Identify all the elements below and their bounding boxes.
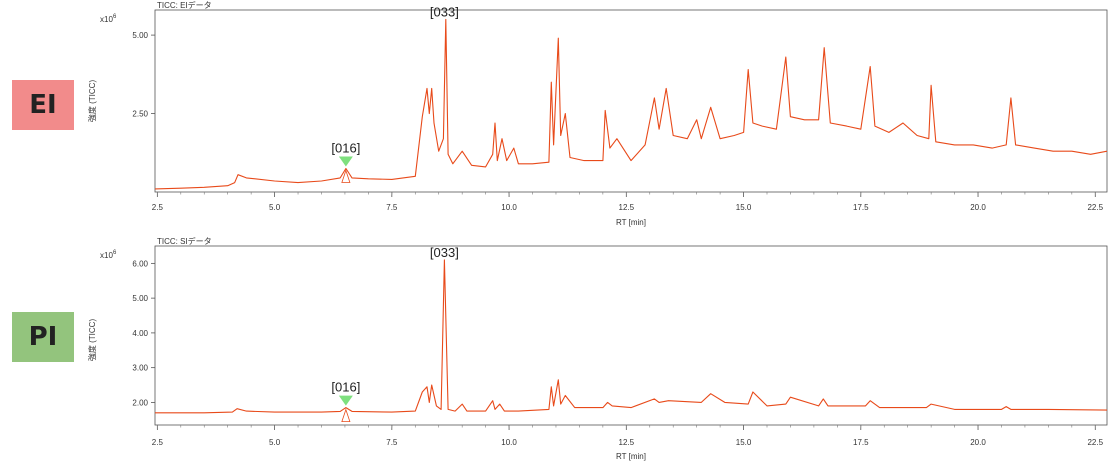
pi-badge: PI [12, 312, 74, 362]
chart2-annotation: [016] [331, 380, 360, 395]
chart2-xtick-label: 5.0 [269, 438, 281, 447]
chart2-xtick-label: 17.5 [853, 438, 869, 447]
chart1-xtick-label: 2.5 [152, 203, 164, 212]
chart1-annotation: [016] [331, 140, 360, 155]
chart1-y-multiplier: x10 [100, 15, 113, 24]
chart1-xtick-label: 5.0 [269, 203, 281, 212]
chart1-ylabel: 強度 (TICC) [87, 80, 97, 123]
chart2-ylabel: 強度 (TICC) [87, 319, 97, 362]
chart1-xtick-label: 10.0 [501, 203, 517, 212]
chart1-peak-016-area [341, 169, 351, 183]
chart2-ytick-label: 6.00 [132, 259, 148, 268]
chart2-y-multiplier: x10 [100, 251, 113, 260]
chart1-xtick-label: 7.5 [386, 203, 398, 212]
chart1-xtick-label: 17.5 [853, 203, 869, 212]
chart1-xlabel: RT [min] [616, 218, 646, 227]
chart1-ytick-label: 5.00 [132, 31, 148, 40]
chart2-ytick-label: 2.00 [132, 398, 148, 407]
chart1-title: TICC: EIデータ [157, 0, 212, 10]
chart1-xtick-label: 22.5 [1087, 203, 1103, 212]
chart1-xtick-label: 20.0 [970, 203, 986, 212]
chart2-xtick-label: 12.5 [619, 438, 635, 447]
ei-badge-label: EI [29, 90, 57, 120]
chart1-annotation: [033] [430, 4, 459, 19]
chart2-peak-marker [338, 395, 353, 406]
chart2-ytick-label: 4.00 [132, 329, 148, 338]
chart2-xtick-label: 15.0 [736, 438, 752, 447]
chart1-xtick-label: 15.0 [736, 203, 752, 212]
chart1-trace [154, 18, 1108, 190]
chart1-peak-marker [338, 156, 353, 167]
chart2-title: TICC: SIデータ [157, 236, 212, 246]
chart2-xlabel: RT [min] [616, 452, 646, 461]
chart2-ytick-label: 5.00 [132, 294, 148, 303]
ei-badge: EI [12, 80, 74, 130]
chart2-xtick-label: 20.0 [970, 438, 986, 447]
chart1-plot-frame [154, 9, 1108, 193]
pi-badge-label: PI [28, 322, 58, 352]
chart1-ytick-label: 2.50 [132, 110, 148, 119]
chart2-xtick-label: 10.0 [501, 438, 517, 447]
chart2-plot-frame [154, 245, 1108, 426]
chart2-trace [155, 259, 1108, 414]
chart1-xtick-label: 12.5 [619, 203, 635, 212]
chart2-xtick-label: 22.5 [1087, 438, 1103, 447]
chart2-xtick-label: 7.5 [386, 438, 398, 447]
chart1-y-multiplier-exp: 6 [113, 14, 117, 20]
chart2-peak-016-area [341, 408, 351, 423]
chart2-y-multiplier-exp: 6 [113, 250, 117, 256]
chart2-annotation: [033] [430, 245, 459, 260]
chart2-xtick-label: 2.5 [152, 438, 164, 447]
chart2-ytick-label: 3.00 [132, 364, 148, 373]
